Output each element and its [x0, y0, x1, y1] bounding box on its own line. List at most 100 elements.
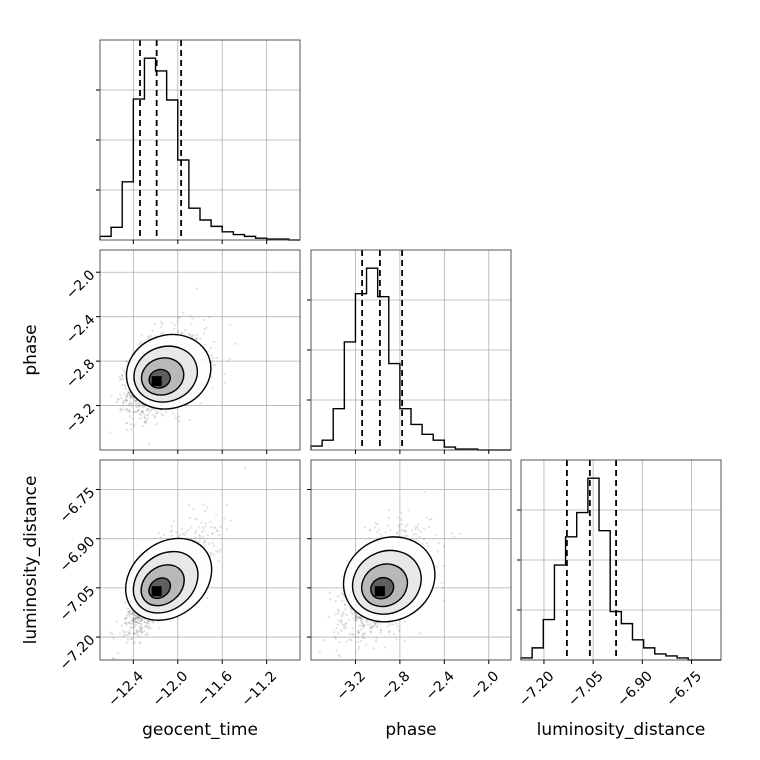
sample-point: [147, 407, 150, 410]
scatter-content: [109, 287, 237, 446]
sample-point: [178, 315, 181, 319]
sample-point: [203, 540, 206, 543]
sample-point: [207, 542, 210, 545]
sample-point: [127, 610, 131, 614]
sample-point: [146, 632, 149, 635]
sample-point: [136, 619, 140, 622]
sample-point: [162, 533, 165, 536]
sample-point: [118, 379, 121, 382]
sample-point: [175, 531, 178, 534]
sample-point: [404, 534, 407, 537]
sample-point: [178, 533, 182, 536]
sample-point: [149, 408, 152, 412]
sample-point: [354, 616, 357, 619]
sample-point: [119, 408, 122, 411]
sample-point: [180, 331, 183, 335]
sample-point: [135, 630, 139, 633]
sample-point: [125, 360, 128, 363]
sample-point: [133, 617, 137, 620]
sample-point: [128, 391, 131, 394]
scatter-panel-geocent_time-vs-luminosity_distance: [99, 459, 301, 661]
sample-point: [147, 335, 150, 338]
sample-point: [437, 541, 440, 545]
sample-point: [140, 617, 143, 621]
sample-point: [142, 630, 146, 633]
density-peak: [374, 586, 385, 597]
sample-point: [132, 620, 135, 623]
sample-point: [127, 391, 131, 394]
sample-point: [348, 632, 351, 635]
sample-point: [361, 621, 364, 625]
sample-point: [341, 599, 344, 602]
sample-point: [133, 617, 136, 621]
sample-point: [184, 531, 188, 534]
sample-point: [156, 410, 159, 413]
sample-point: [140, 410, 144, 413]
sample-point: [125, 398, 128, 401]
sample-point: [136, 614, 139, 617]
sample-point: [129, 626, 132, 629]
sample-point: [121, 404, 125, 407]
sample-point: [125, 641, 129, 644]
sample-point: [140, 411, 143, 414]
sample-point: [194, 529, 197, 532]
sample-point: [201, 530, 204, 534]
sample-point: [132, 632, 136, 635]
histogram-step-phase: [310, 267, 511, 451]
sample-point: [129, 609, 133, 612]
sample-point: [422, 542, 425, 546]
sample-point: [177, 535, 180, 539]
sample-point: [206, 534, 209, 537]
sample-point: [362, 623, 365, 626]
sample-point: [369, 623, 372, 626]
sample-point: [442, 599, 445, 603]
sample-point: [129, 395, 132, 398]
sample-point: [136, 616, 139, 619]
sample-point: [211, 364, 214, 367]
sample-point: [339, 655, 342, 658]
sample-point: [397, 525, 400, 528]
sample-point: [136, 631, 139, 634]
sample-point: [138, 634, 141, 638]
sample-point: [190, 334, 193, 337]
sample-point: [125, 623, 128, 626]
sample-point: [334, 637, 337, 640]
sample-point: [371, 621, 375, 624]
sample-point: [398, 524, 401, 527]
sample-point: [215, 356, 218, 359]
sample-point: [151, 413, 154, 417]
sample-point: [118, 375, 121, 379]
sample-point: [355, 618, 358, 621]
sample-point: [346, 559, 349, 562]
panel-frame: [310, 249, 512, 451]
sample-point: [329, 598, 332, 601]
sample-point: [135, 620, 138, 623]
sample-point: [140, 631, 144, 634]
sample-point: [357, 647, 360, 651]
sample-point: [149, 410, 152, 413]
sample-point: [190, 526, 193, 529]
sample-point: [415, 525, 419, 529]
panel-frame: [99, 39, 301, 241]
sample-point: [198, 540, 201, 543]
sample-point: [128, 402, 131, 406]
sample-point: [138, 629, 141, 632]
sample-point: [369, 529, 372, 532]
sample-point: [190, 322, 193, 325]
sample-point: [159, 325, 162, 328]
sample-point: [358, 616, 361, 619]
sample-point: [373, 622, 376, 625]
sample-point: [123, 621, 127, 625]
sample-point: [157, 620, 160, 623]
sample-point: [414, 527, 417, 531]
sample-point: [376, 531, 379, 534]
sample-point: [441, 586, 444, 590]
sample-point: [131, 612, 134, 615]
x-axis-title-luminosity_distance: luminosity_distance: [537, 720, 706, 740]
sample-point: [123, 634, 126, 637]
sample-point: [126, 429, 129, 432]
sample-point: [139, 630, 143, 633]
sample-point: [343, 603, 347, 607]
sample-point: [215, 513, 218, 516]
sample-point: [401, 529, 404, 532]
